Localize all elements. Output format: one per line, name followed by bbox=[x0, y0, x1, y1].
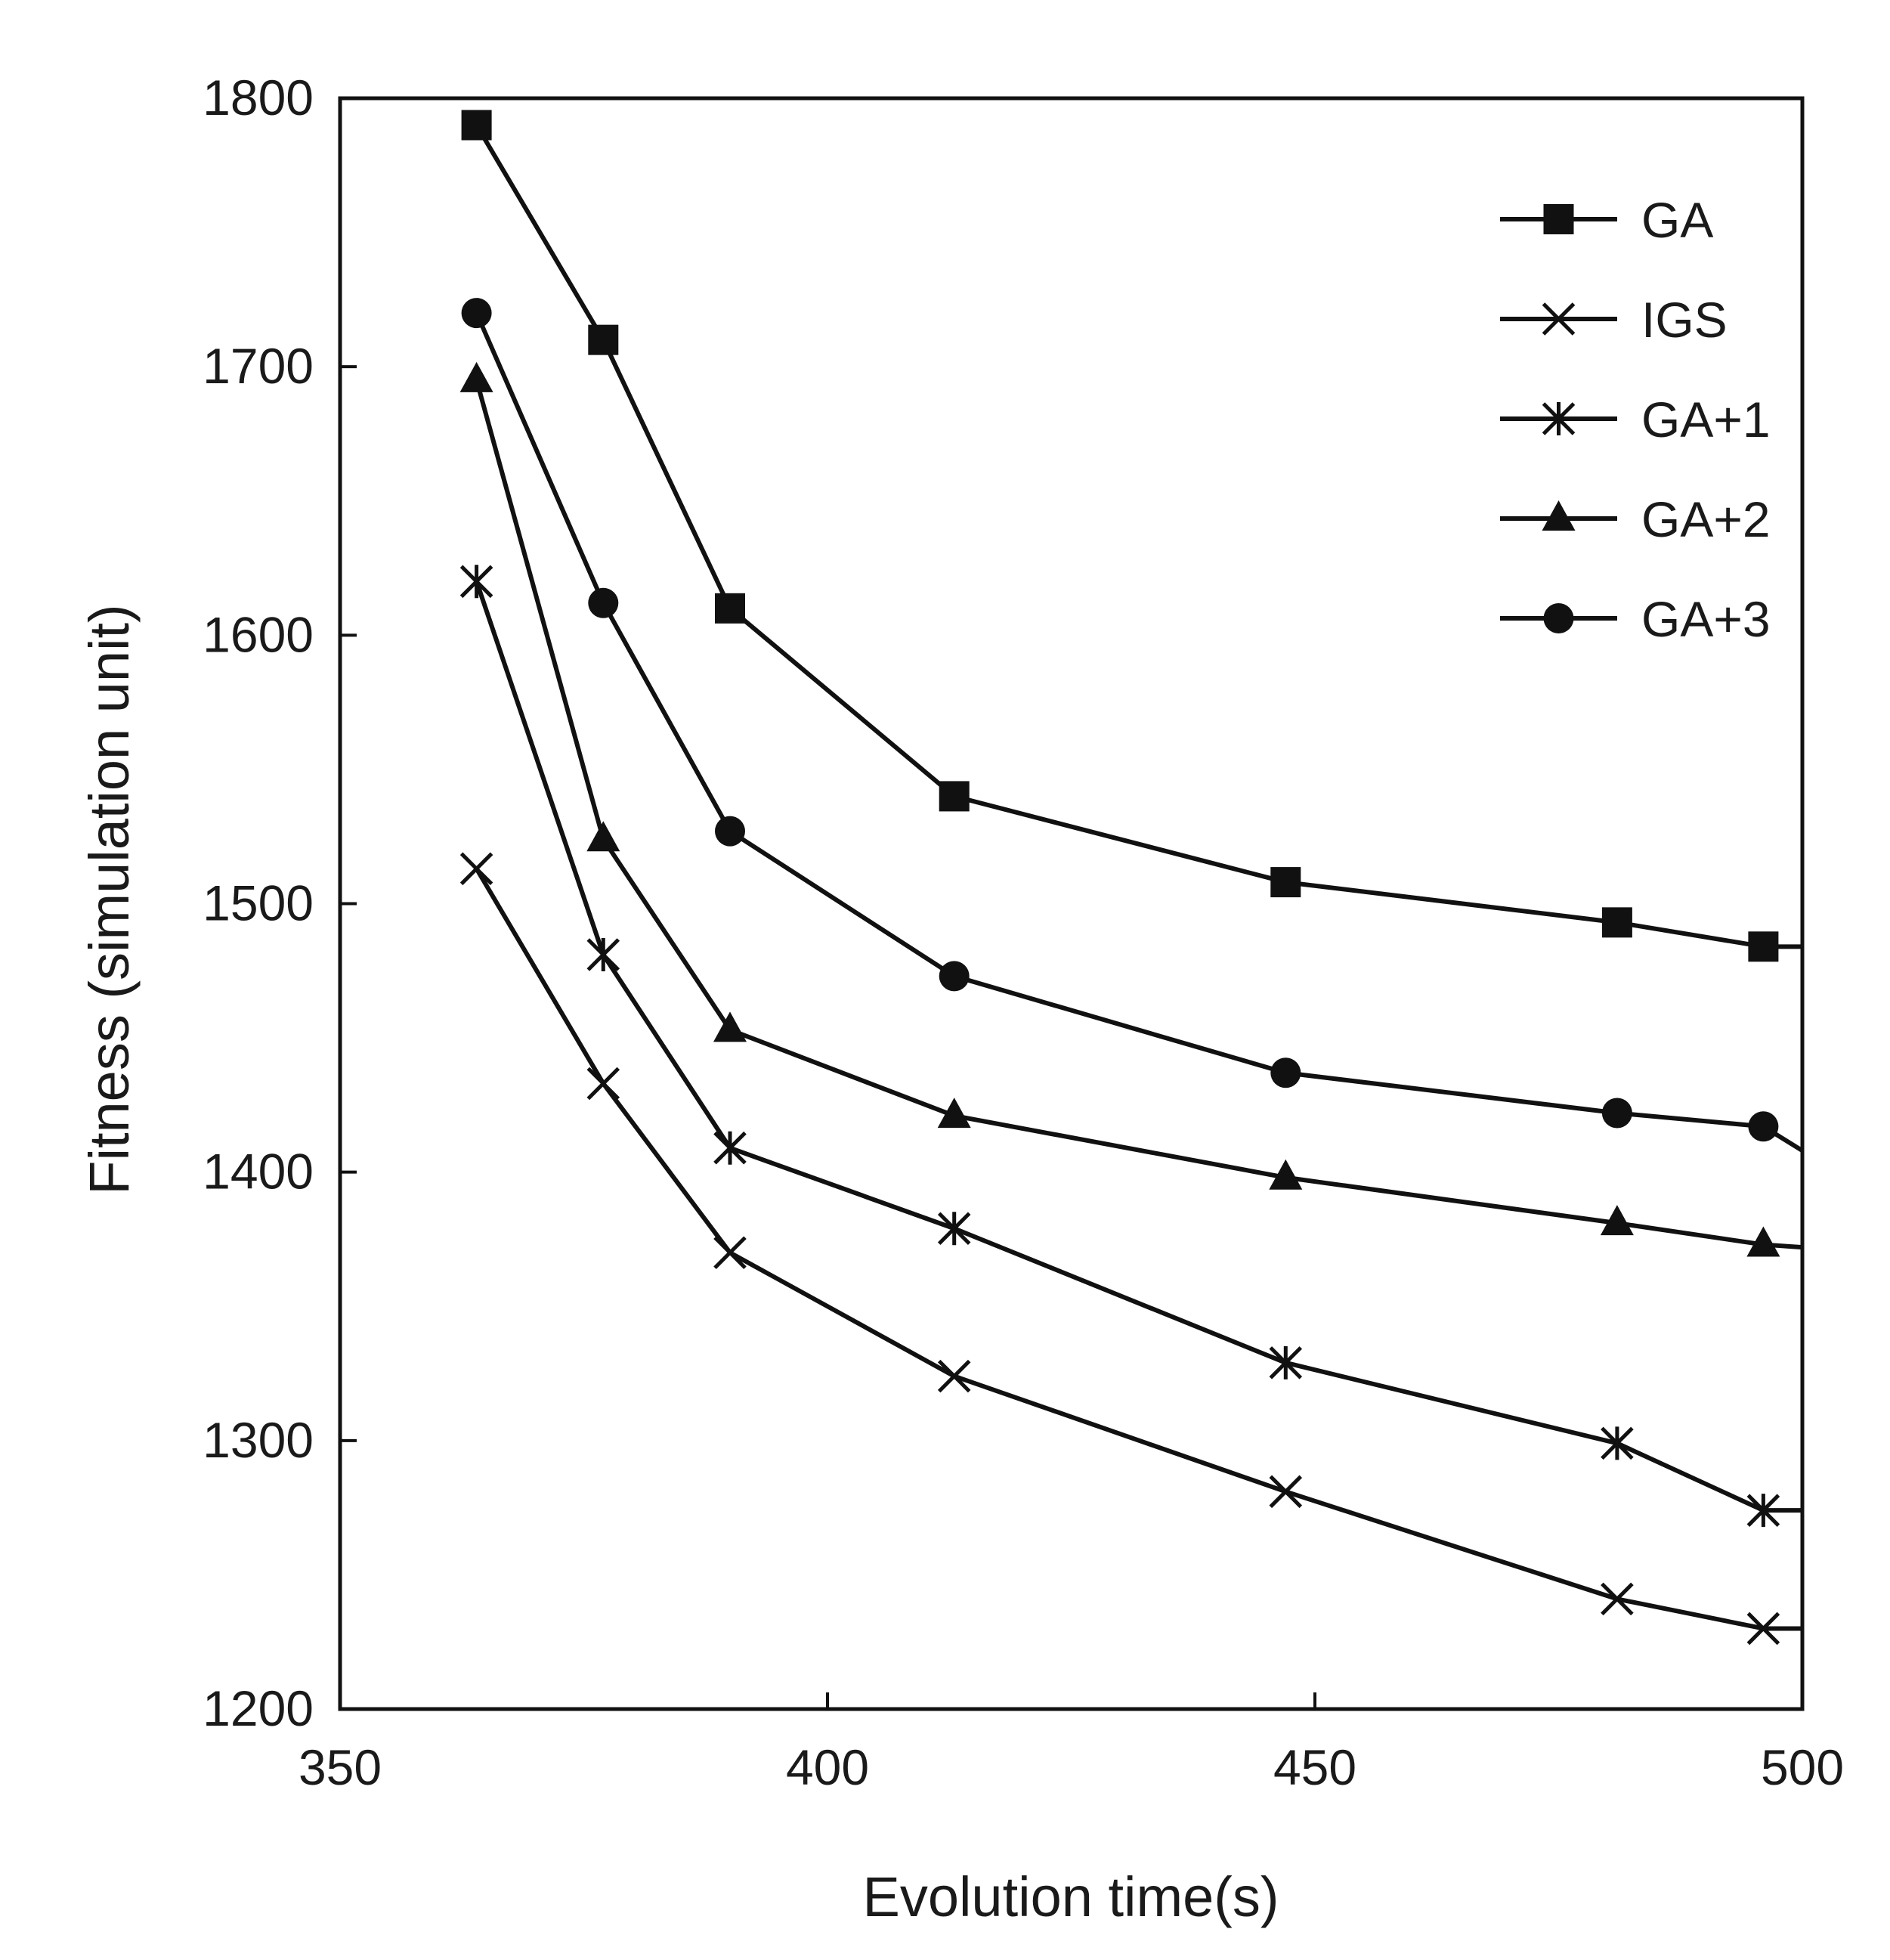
series-layer bbox=[459, 110, 1804, 1646]
legend-label: GA+1 bbox=[1641, 392, 1771, 447]
data-point-gaplus1 bbox=[1746, 1494, 1780, 1528]
data-point-igs bbox=[1269, 1475, 1303, 1509]
data-point-ga bbox=[461, 110, 492, 141]
series-gaplus3 bbox=[461, 298, 1804, 1153]
data-point-gaplus2 bbox=[937, 1098, 971, 1129]
data-point-igs bbox=[459, 852, 493, 886]
data-point-gaplus1 bbox=[713, 1131, 747, 1165]
legend-item-igs: IGS bbox=[1500, 292, 1728, 348]
series-line-gaplus2 bbox=[474, 379, 1803, 1250]
y-axis: 1200 1300 1400 1500 1600 1700 1800 bbox=[203, 70, 357, 1736]
data-point-ga bbox=[1270, 867, 1301, 898]
y-axis-title: Fitness (simulation unit) bbox=[78, 604, 141, 1194]
data-point-gaplus2 bbox=[459, 361, 493, 392]
legend-label: GA+2 bbox=[1641, 491, 1771, 547]
data-point-igs bbox=[937, 1359, 971, 1393]
data-point-igs bbox=[713, 1236, 747, 1269]
data-point-gaplus2 bbox=[1269, 1159, 1303, 1190]
y-tick-label: 1700 bbox=[203, 338, 314, 394]
y-tick-label: 1200 bbox=[203, 1680, 314, 1736]
y-tick-label: 1800 bbox=[203, 70, 314, 125]
legend: GA IGS GA+1 GA+2 GA+3 bbox=[1500, 192, 1771, 647]
series-line-gaplus1 bbox=[474, 581, 1802, 1513]
data-point-gaplus3 bbox=[588, 587, 619, 618]
data-point-ga bbox=[1748, 931, 1779, 962]
data-point-gaplus1 bbox=[459, 565, 493, 599]
series-gaplus2 bbox=[459, 361, 1803, 1257]
series-line-ga bbox=[475, 123, 1802, 949]
legend-label: GA+3 bbox=[1641, 591, 1771, 647]
series-igs bbox=[459, 852, 1802, 1646]
data-point-gaplus1 bbox=[586, 937, 620, 971]
legend-label: GA bbox=[1641, 192, 1713, 248]
data-point-ga bbox=[939, 781, 970, 812]
data-point-ga bbox=[1601, 907, 1632, 938]
data-point-gaplus3 bbox=[939, 961, 970, 992]
data-point-gaplus3 bbox=[715, 816, 745, 847]
data-point-gaplus1 bbox=[1601, 1426, 1634, 1460]
legend-label: IGS bbox=[1641, 292, 1728, 348]
series-line-gaplus3 bbox=[474, 311, 1804, 1153]
data-point-gaplus2 bbox=[713, 1011, 747, 1042]
x-tick-label: 500 bbox=[1761, 1739, 1844, 1795]
legend-marker-ga bbox=[1543, 204, 1574, 234]
data-point-gaplus1 bbox=[937, 1212, 971, 1246]
x-axis: 350 400 450 500 bbox=[299, 1692, 1844, 1795]
data-point-igs bbox=[1601, 1582, 1634, 1616]
data-point-gaplus2 bbox=[1746, 1226, 1780, 1257]
legend-marker-gaplus1 bbox=[1542, 402, 1576, 435]
y-tick-label: 1500 bbox=[203, 875, 314, 931]
data-point-gaplus3 bbox=[1601, 1098, 1632, 1129]
legend-marker-gaplus2 bbox=[1542, 500, 1576, 531]
data-point-ga bbox=[715, 593, 745, 624]
data-point-gaplus2 bbox=[1600, 1205, 1634, 1236]
legend-marker-gaplus3 bbox=[1543, 603, 1574, 633]
data-point-gaplus3 bbox=[461, 298, 492, 329]
data-point-gaplus3 bbox=[1270, 1057, 1301, 1088]
plot-area-frame bbox=[338, 96, 1805, 1711]
x-tick-label: 450 bbox=[1273, 1739, 1356, 1795]
data-point-gaplus3 bbox=[1748, 1111, 1779, 1142]
x-tick-label: 400 bbox=[786, 1739, 869, 1795]
data-point-gaplus1 bbox=[1269, 1345, 1303, 1379]
data-point-ga bbox=[588, 324, 619, 355]
legend-item-gaplus1: GA+1 bbox=[1500, 392, 1771, 447]
legend-marker-igs bbox=[1542, 302, 1576, 336]
x-tick-label: 350 bbox=[299, 1739, 382, 1795]
series-ga bbox=[461, 110, 1802, 962]
data-point-gaplus2 bbox=[586, 821, 620, 852]
x-axis-title: Evolution time(s) bbox=[862, 1866, 1279, 1928]
series-line-igs bbox=[475, 867, 1802, 1631]
y-tick-label: 1300 bbox=[203, 1412, 314, 1468]
legend-item-ga: GA bbox=[1500, 192, 1713, 248]
series-gaplus1 bbox=[459, 565, 1802, 1528]
legend-item-gaplus3: GA+3 bbox=[1500, 591, 1771, 647]
y-tick-label: 1600 bbox=[203, 606, 314, 662]
data-point-igs bbox=[1746, 1612, 1780, 1646]
data-point-igs bbox=[586, 1067, 620, 1101]
y-tick-label: 1400 bbox=[203, 1144, 314, 1200]
legend-item-gaplus2: GA+2 bbox=[1500, 491, 1771, 547]
